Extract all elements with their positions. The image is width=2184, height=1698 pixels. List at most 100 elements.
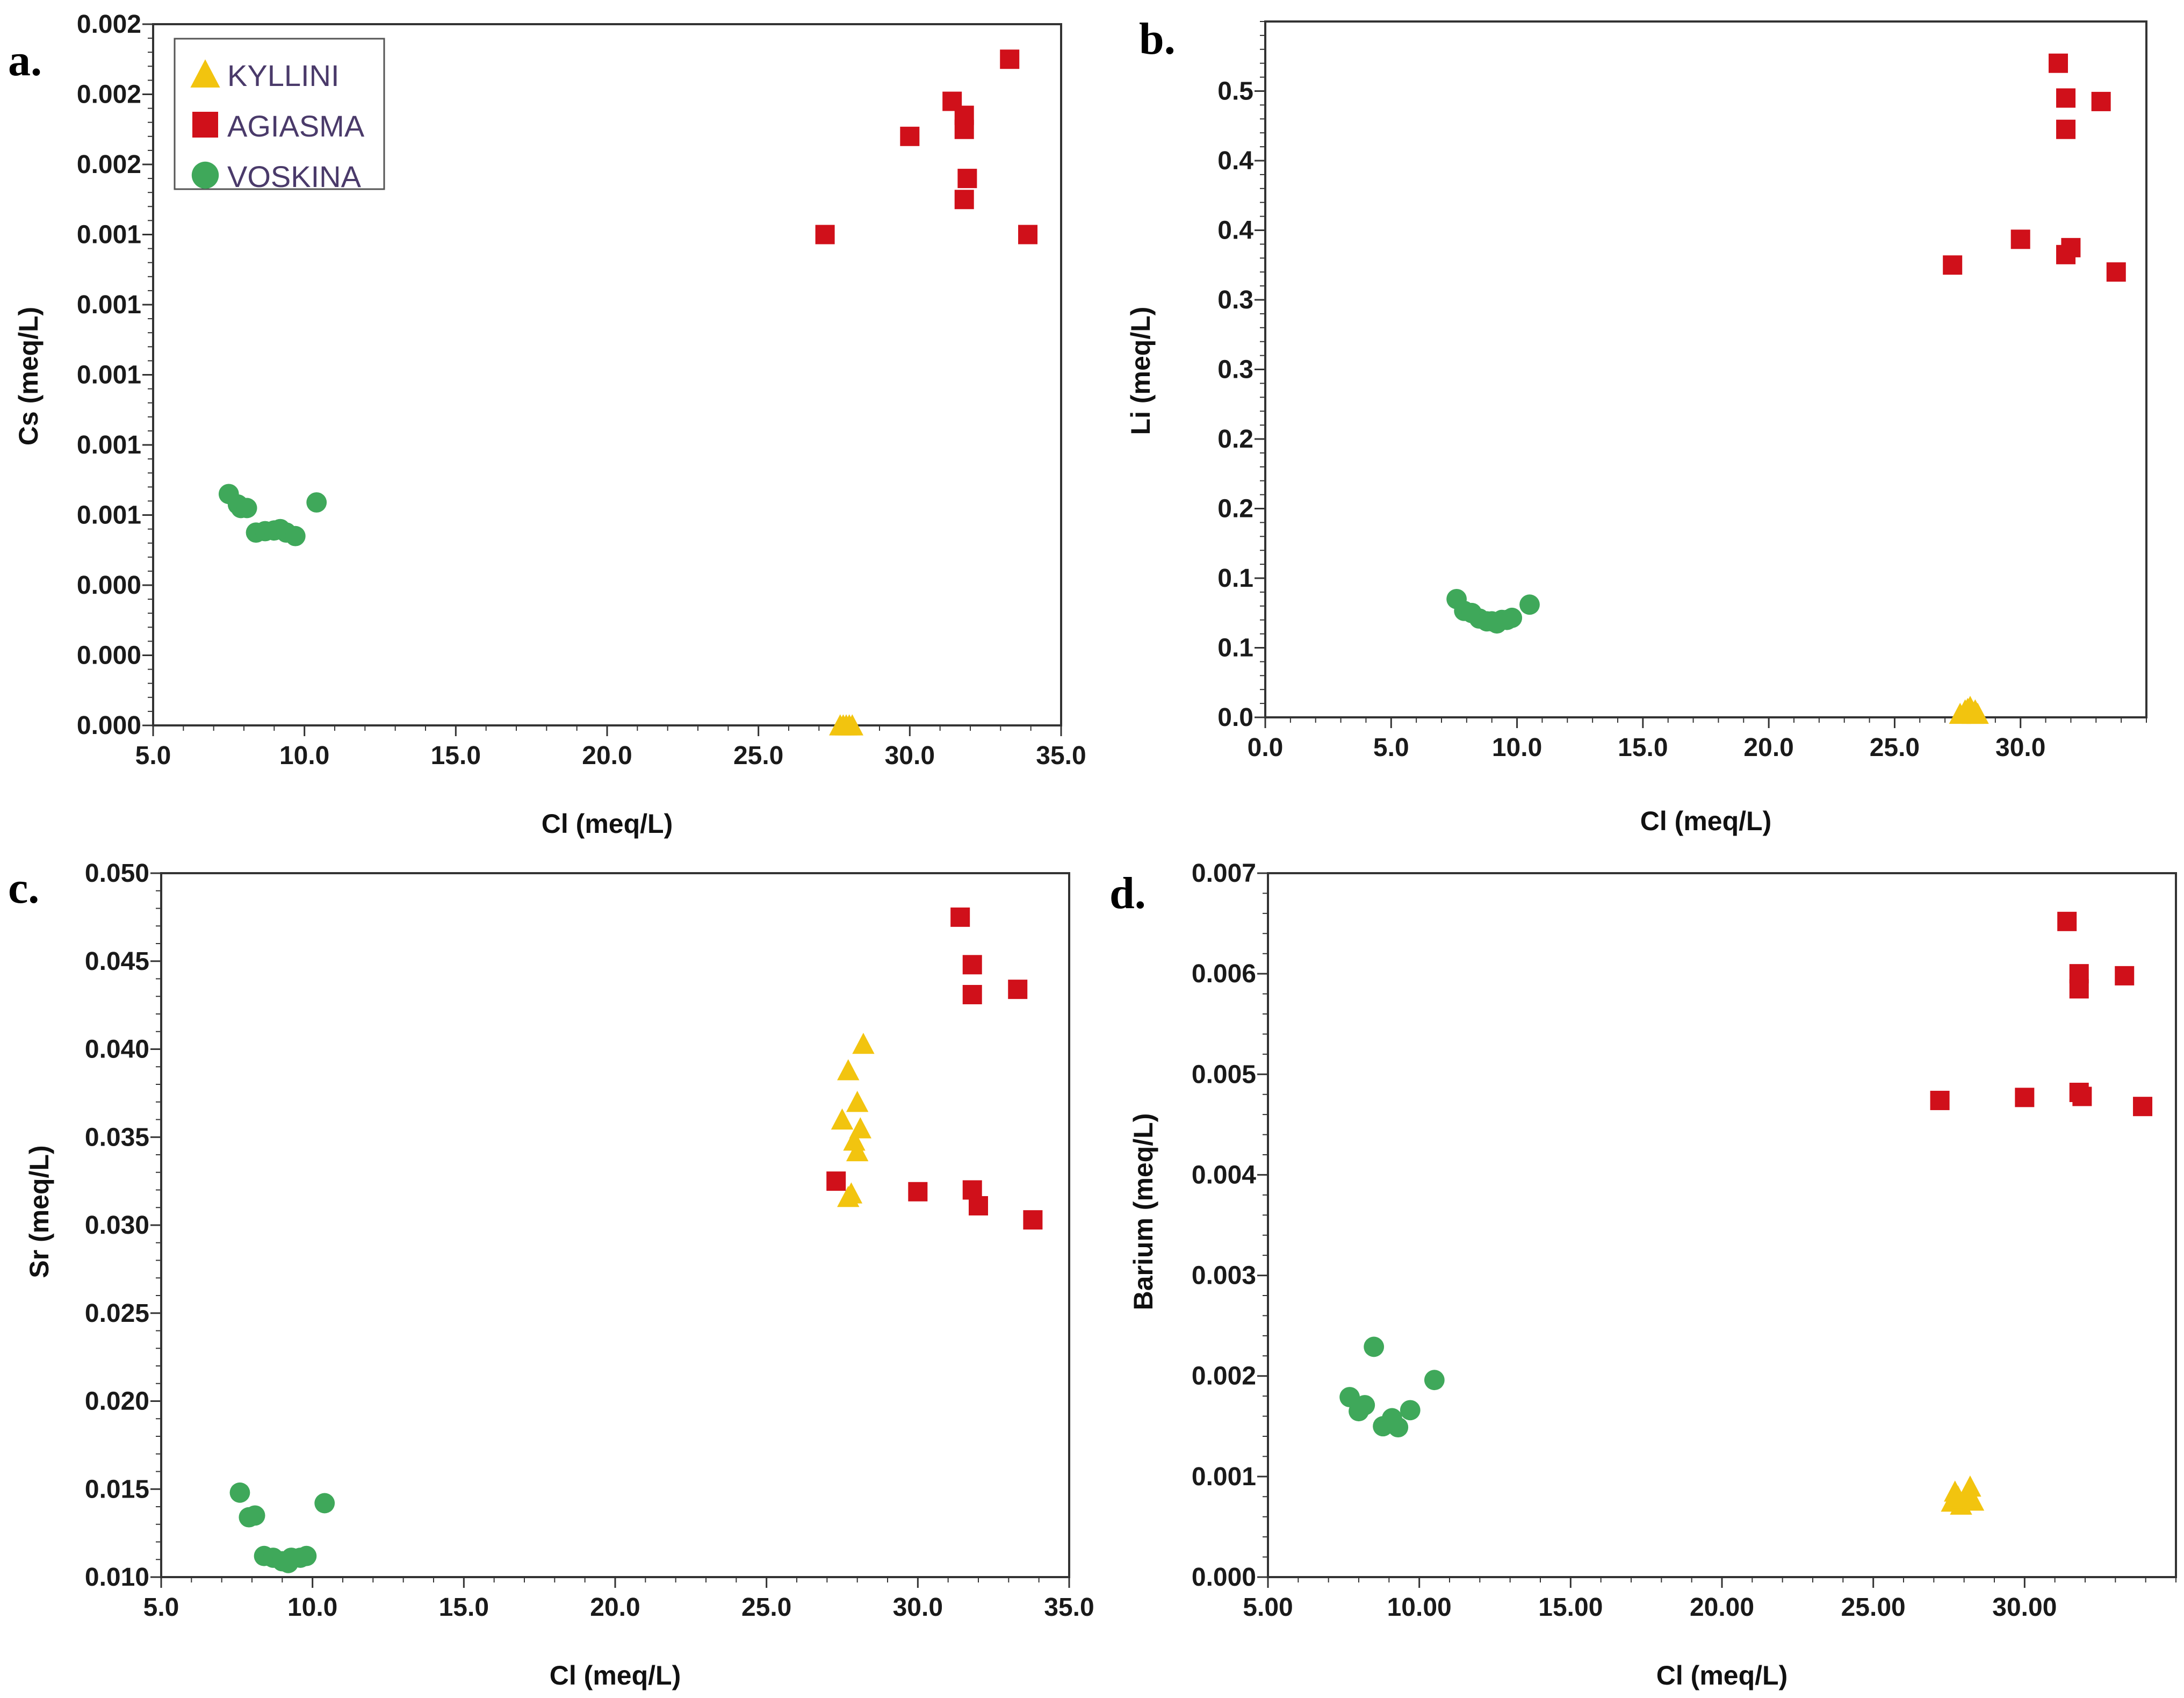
y-tick-label: 0.004: [1192, 1161, 1256, 1189]
plot-frame: [1264, 20, 2147, 718]
x-tick-label: 30.0: [885, 742, 935, 770]
x-tick-label: 30.0: [893, 1593, 943, 1622]
y-tick-label: 0.030: [85, 1211, 149, 1240]
x-tick-label: 10.0: [1492, 733, 1542, 762]
kyllini-point: [1962, 1490, 1985, 1511]
voskina-point: [285, 526, 306, 546]
voskina-point: [1400, 1400, 1421, 1421]
agiasma-point: [900, 126, 920, 146]
agiasma-point: [1930, 1090, 1950, 1110]
panel-label: b.: [1139, 14, 1176, 64]
panel-b: 0.0 5.0 10.0 15.0 20.0 25.0 30.0 0.0 0.1 0.1 0.2 0.…: [1126, 14, 2147, 836]
kyllini-point: [846, 1091, 869, 1112]
legend-triangle-icon: [190, 59, 220, 88]
x-tick-label: 30.0: [1995, 733, 2045, 762]
plot-frame: [160, 872, 1070, 1578]
y-tick-label: 0.045: [85, 947, 149, 976]
y-tick-label: 0.000: [77, 711, 141, 740]
y-tick-label: 0.006: [1192, 960, 1256, 988]
agiasma-point: [908, 1182, 928, 1201]
y-tick-label: 0.0: [1217, 703, 1253, 732]
panel-c: 5.0 10.0 15.0 20.0 25.0 30.0 35.0 0.010 0.015 0.0…: [8, 859, 1094, 1690]
agiasma-point: [2133, 1097, 2153, 1117]
voskina-point: [1388, 1417, 1409, 1438]
x-tick-label: 25.0: [733, 742, 783, 770]
voskina-point: [236, 498, 257, 519]
y-tick-label: 0.001: [77, 431, 141, 459]
voskina-point: [1502, 607, 1523, 628]
series-voskina: [1339, 1336, 1445, 1438]
agiasma-point: [950, 907, 970, 927]
x-tick-label: 5.0: [1373, 733, 1409, 762]
agiasma-point: [1000, 49, 1020, 69]
y-tick-label: 0.001: [1192, 1463, 1256, 1491]
voskina-point: [229, 1482, 250, 1503]
legend: KYLLINI AGIASMA VOSKINA: [174, 38, 385, 193]
y-tick-label: 0.025: [85, 1299, 149, 1328]
x-tick-label: 0.0: [1248, 733, 1284, 762]
agiasma-point: [954, 119, 974, 139]
voskina-point: [1364, 1336, 1385, 1357]
agiasma-point: [826, 1171, 846, 1191]
y-tick-label: 0.4: [1217, 217, 1253, 245]
legend-label-kyllini: KYLLINI: [227, 59, 340, 92]
agiasma-point: [962, 984, 982, 1004]
agiasma-point: [2056, 119, 2076, 139]
y-tick-label: 0.003: [1192, 1262, 1256, 1290]
y-tick-label: 0.002: [77, 10, 141, 39]
agiasma-point: [1943, 255, 1963, 275]
x-tick-label: 10.0: [287, 1593, 337, 1622]
legend-label-voskina: VOSKINA: [227, 160, 362, 193]
agiasma-point: [2091, 91, 2111, 111]
series-voskina: [218, 484, 327, 546]
y-tick-label: 0.1: [1217, 564, 1253, 593]
series-agiasma: [826, 907, 1043, 1230]
agiasma-point: [2015, 1088, 2035, 1107]
kyllini-point: [837, 1059, 860, 1081]
voskina-point: [296, 1545, 317, 1566]
x-axis-label: Cl (meq/L): [1656, 1660, 1787, 1690]
x-tick-label: 25.00: [1841, 1593, 1906, 1622]
y-tick-label: 0.015: [85, 1475, 149, 1503]
y-tick-label: 0.3: [1217, 356, 1253, 384]
agiasma-point: [2069, 979, 2089, 999]
series-agiasma: [1943, 53, 2126, 282]
y-tick-label: 0.000: [77, 642, 141, 670]
x-tick-label: 35.0: [1036, 742, 1086, 770]
agiasma-point: [2010, 229, 2030, 249]
agiasma-point: [954, 190, 974, 210]
agiasma-point: [2056, 88, 2076, 108]
series-kyllini: [1949, 695, 1989, 724]
series-voskina: [1446, 588, 1540, 634]
agiasma-point: [957, 169, 977, 189]
series-agiasma: [1930, 911, 2153, 1117]
series-kyllini: [1941, 1475, 1985, 1515]
x-tick-label: 5.0: [143, 1593, 179, 1622]
y-tick-label: 0.001: [77, 501, 141, 530]
voskina-point: [244, 1505, 265, 1526]
agiasma-point: [962, 955, 982, 975]
y-tick-label: 0.2: [1217, 425, 1253, 454]
y-axis-label: Sr (meq/L): [24, 1145, 54, 1278]
kyllini-point: [852, 1032, 875, 1054]
agiasma-point: [969, 1196, 988, 1215]
agiasma-point: [1018, 225, 1038, 244]
x-axis-label: Cl (meq/L): [550, 1660, 681, 1690]
panel-a: 5.0 10.0 15.0 20.0 25.0 30.0 35.0 0.000 0.000 0.0…: [8, 10, 1086, 839]
panel-label: d.: [1109, 868, 1146, 918]
x-axis-label: Cl (meq/L): [542, 809, 673, 839]
x-tick-label: 20.0: [582, 742, 632, 770]
kyllini-point: [840, 1182, 863, 1204]
x-tick-label: 10.00: [1387, 1593, 1452, 1622]
kyllini-point: [849, 1117, 871, 1139]
y-tick-label: 0.000: [77, 571, 141, 600]
kyllini-point: [1944, 1480, 1966, 1502]
kyllini-point: [1966, 702, 1989, 724]
panel-label: c.: [8, 863, 39, 913]
y-tick-label: 0.005: [1192, 1060, 1256, 1089]
x-tick-label: 15.0: [439, 1593, 489, 1622]
panel-d: 5.00 10.00 15.00 20.00 25.00 30.00 0.000 0.001 0…: [1109, 859, 2177, 1690]
agiasma-point: [2061, 238, 2081, 257]
agiasma-point: [2115, 966, 2135, 985]
